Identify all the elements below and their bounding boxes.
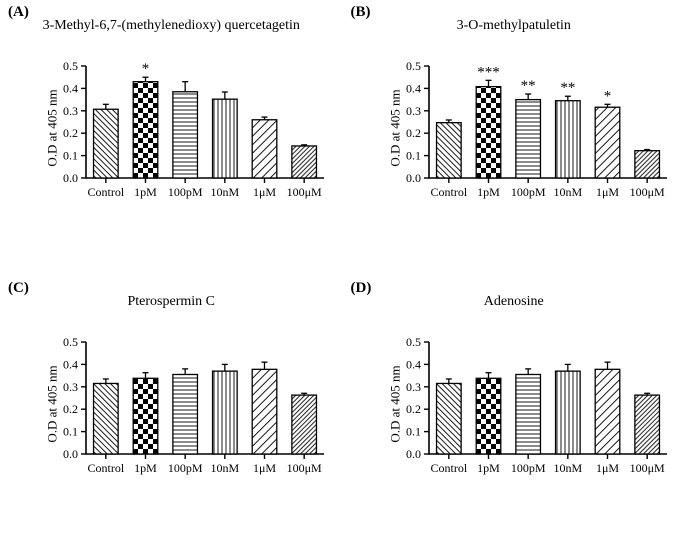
svg-text:0.2: 0.2: [406, 126, 421, 140]
svg-text:**: **: [560, 80, 575, 96]
svg-text:0.5: 0.5: [406, 335, 421, 349]
svg-text:10nM: 10nM: [210, 185, 239, 199]
svg-text:10nM: 10nM: [553, 185, 582, 199]
svg-text:0.2: 0.2: [63, 402, 78, 416]
svg-text:***: ***: [477, 64, 500, 80]
panel-grid: (A) 3-Methyl-6,7-(methylenedioxy) querce…: [0, 0, 685, 552]
svg-text:**: **: [520, 78, 535, 94]
svg-text:0.5: 0.5: [63, 59, 78, 73]
chart-C-wrap: O.D at 405 nm 0.0 0.1 0.2 0.3 0.4 0.5 Control 1…: [48, 324, 331, 484]
svg-text:10nM: 10nM: [210, 461, 239, 475]
svg-text:1pM: 1pM: [134, 185, 157, 199]
panel-D: (D) Adenosine O.D at 405 nm 0.0 0.1 0.2 0.3…: [343, 276, 685, 552]
svg-text:100pM: 100pM: [510, 461, 545, 475]
svg-text:0.3: 0.3: [406, 380, 421, 394]
svg-text:0.5: 0.5: [63, 335, 78, 349]
svg-text:0.0: 0.0: [406, 171, 421, 185]
svg-text:0.1: 0.1: [406, 425, 421, 439]
svg-text:100μM: 100μM: [287, 461, 322, 475]
svg-text:0.0: 0.0: [406, 447, 421, 461]
svg-text:0.3: 0.3: [63, 104, 78, 118]
svg-text:Control: Control: [430, 185, 467, 199]
svg-text:0.4: 0.4: [63, 357, 78, 371]
svg-text:100μM: 100μM: [629, 461, 664, 475]
svg-text:0.4: 0.4: [63, 81, 78, 95]
panel-title-D: Adenosine: [349, 286, 680, 318]
svg-text:100pM: 100pM: [168, 461, 203, 475]
svg-text:0.2: 0.2: [63, 126, 78, 140]
svg-text:Control: Control: [87, 461, 124, 475]
svg-text:1pM: 1pM: [477, 461, 500, 475]
chart-D: 0.0 0.1 0.2 0.3 0.4 0.5 Control 1pM 100pM 10nM 1μM…: [391, 324, 671, 484]
svg-text:1μM: 1μM: [253, 185, 276, 199]
panel-C: (C) Pterospermin C O.D at 405 nm 0.00.10…: [0, 276, 343, 552]
svg-text:10nM: 10nM: [553, 461, 582, 475]
panel-label-B: (B): [351, 4, 371, 21]
chart-D-wrap: O.D at 405 nm 0.00.10.20.30.40.5Control1…: [391, 324, 674, 484]
svg-text:1μM: 1μM: [595, 185, 618, 199]
panel-label-D: (D): [351, 280, 372, 297]
svg-text:1pM: 1pM: [477, 185, 500, 199]
panel-title-B: 3-O-methylpatuletin: [349, 10, 680, 42]
panel-title-C: Pterospermin C: [6, 286, 337, 318]
svg-text:0.1: 0.1: [63, 149, 78, 163]
chart-C: 0.0 0.1 0.2 0.3 0.4 0.5 Control 1pM 100pM 10nM 1μM…: [48, 324, 328, 484]
svg-text:0.2: 0.2: [406, 402, 421, 416]
svg-text:Control: Control: [87, 185, 124, 199]
svg-text:0.1: 0.1: [63, 425, 78, 439]
panel-title-A: 3-Methyl-6,7-(methylenedioxy) quercetage…: [6, 10, 337, 42]
svg-text:1μM: 1μM: [595, 461, 618, 475]
svg-text:100μM: 100μM: [287, 185, 322, 199]
chart-B-wrap: O.D at 405 nm 0.00.10.20.30.40.5Control1…: [391, 48, 674, 208]
svg-text:0.4: 0.4: [406, 357, 421, 371]
chart-A-wrap: O.D at 405 nm 0.0 0.1 0.2 0.3 0.4 0.5 Control 1…: [48, 48, 331, 208]
panel-label-C: (C): [8, 280, 29, 297]
svg-text:100pM: 100pM: [168, 185, 203, 199]
svg-text:Control: Control: [430, 461, 467, 475]
ylabel-A: O.D at 405 nm: [45, 89, 61, 166]
svg-text:0.5: 0.5: [406, 59, 421, 73]
svg-text:0.0: 0.0: [63, 171, 78, 185]
svg-text:100pM: 100pM: [510, 185, 545, 199]
ylabel-C: O.D at 405 nm: [45, 365, 61, 442]
ylabel-D: O.D at 405 nm: [387, 365, 403, 442]
ylabel-B: O.D at 405 nm: [387, 89, 403, 166]
svg-text:1pM: 1pM: [134, 461, 157, 475]
svg-text:1μM: 1μM: [253, 461, 276, 475]
svg-text:*: *: [603, 88, 611, 104]
panel-label-A: (A): [8, 4, 29, 21]
panel-A: (A) 3-Methyl-6,7-(methylenedioxy) querce…: [0, 0, 343, 276]
chart-B: 0.00.10.20.30.40.5Control1pM***100pM**10…: [391, 48, 671, 208]
panel-B: (B) 3-O-methylpatuletin O.D at 405 nm 0.…: [343, 0, 685, 276]
svg-text:*: *: [142, 61, 150, 77]
chart-A: 0.0 0.1 0.2 0.3 0.4 0.5 Control 1pM * 100pM 10nM 1μ…: [48, 48, 328, 208]
svg-text:0.4: 0.4: [406, 81, 421, 95]
svg-text:0.3: 0.3: [406, 104, 421, 118]
svg-text:0.3: 0.3: [63, 380, 78, 394]
svg-text:100μM: 100μM: [629, 185, 664, 199]
svg-text:0.0: 0.0: [63, 447, 78, 461]
svg-text:0.1: 0.1: [406, 149, 421, 163]
